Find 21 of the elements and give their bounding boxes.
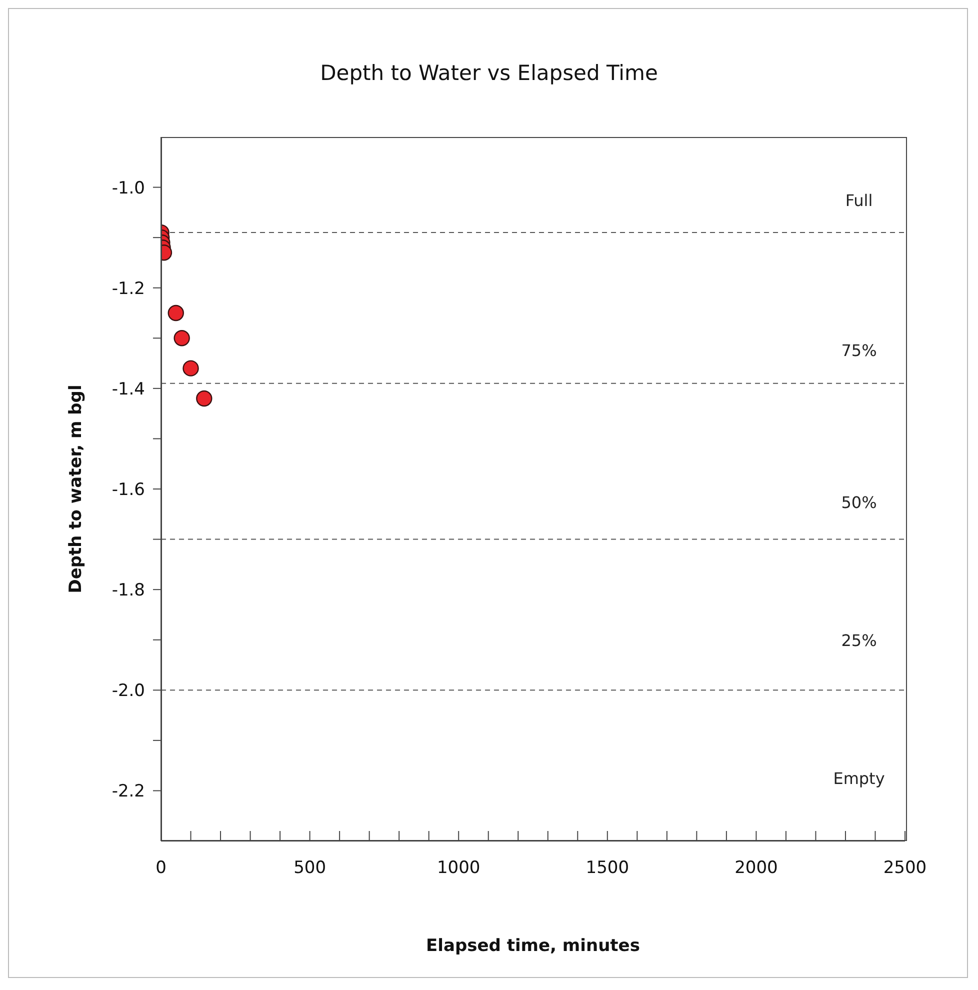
y-tick-label: -1.8 [112, 580, 145, 601]
y-tick-label: -1.4 [112, 379, 145, 400]
x-axis-title: Elapsed time, minutes [426, 936, 640, 956]
x-tick-label: 1000 [436, 858, 480, 878]
annotation: Empty [832, 769, 886, 788]
annotation: 25% [840, 631, 878, 650]
x-tick-label: 2000 [734, 858, 778, 878]
annotation: Full [844, 191, 874, 210]
x-tick-label: 0 [156, 858, 166, 878]
y-tick-label: -2.0 [112, 681, 145, 702]
annotation: 50% [840, 493, 878, 512]
y-axis-title: Depth to water, m bgl [66, 384, 86, 594]
y-tick-label: -2.2 [112, 782, 145, 802]
x-tick-label: 2500 [883, 858, 927, 878]
y-tick-label: -1.0 [112, 178, 145, 198]
y-tick-label: -1.2 [112, 278, 145, 299]
x-tick-label: 1500 [586, 858, 630, 878]
chart-title: Depth to Water vs Elapsed Time [319, 61, 659, 85]
y-tick-label: -1.6 [112, 480, 145, 500]
annotation: 75% [840, 341, 878, 360]
x-tick-label: 500 [294, 858, 326, 878]
